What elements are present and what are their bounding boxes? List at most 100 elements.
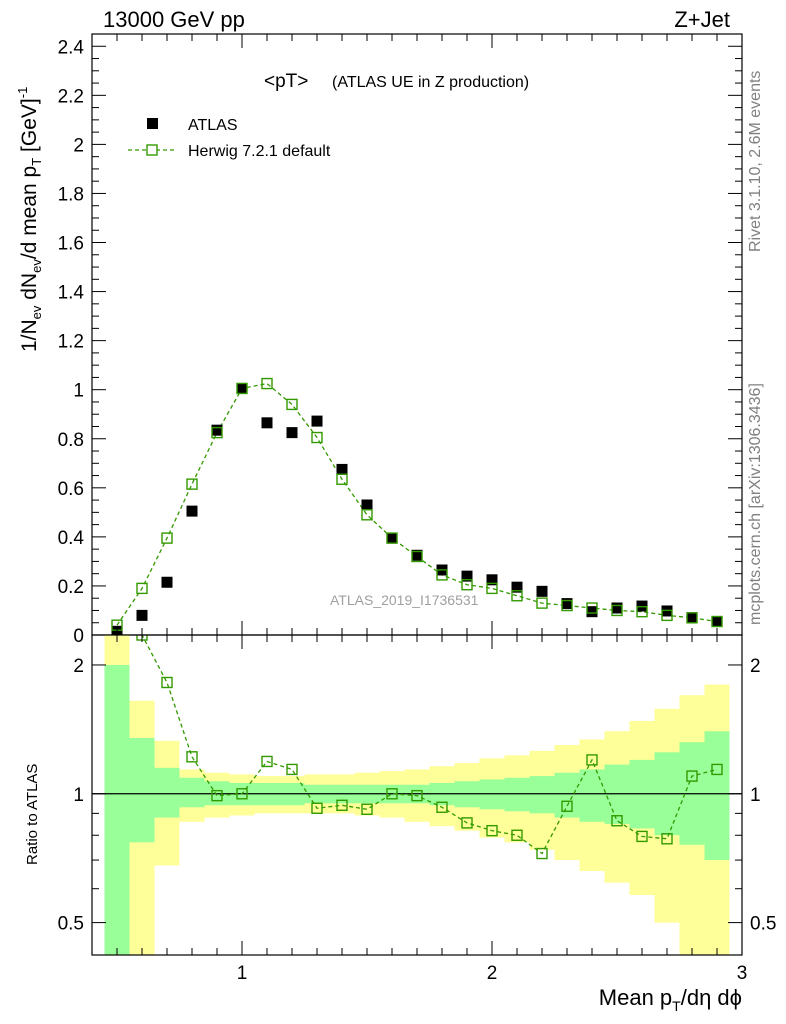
herwig-ratio-point xyxy=(436,801,448,813)
herwig-ratio-point xyxy=(686,770,698,782)
x-tick-label: 2 xyxy=(487,963,498,984)
main-y-tick-label: 1.6 xyxy=(58,234,84,255)
main-y-tick-label: 0.6 xyxy=(58,479,84,500)
ratio-y-tick-label-right: 0.5 xyxy=(750,914,776,935)
legend-atlas-marker xyxy=(147,118,158,129)
main-plot-area xyxy=(111,377,723,637)
herwig-point xyxy=(436,569,448,581)
main-y-tick-label: 1.2 xyxy=(58,332,84,353)
atlas-point xyxy=(611,602,623,614)
atlas-point xyxy=(136,609,148,621)
stat-band-bin xyxy=(704,731,730,861)
rivet-label: Rivet 3.1.10, 2.6M events xyxy=(747,71,764,252)
herwig-point xyxy=(461,579,473,591)
herwig-point xyxy=(486,582,498,595)
main-panel: 0 0.2 0.4 0.6 0.8 1 1.2 1.4 1.6 1.8 2 2.2 2.4 <pT> (… xyxy=(15,33,743,647)
herwig-ratio-point xyxy=(486,824,498,837)
stat-band-bin xyxy=(579,769,605,822)
main-subtitle: (ATLAS UE in Z production) xyxy=(332,74,529,91)
atlas-point xyxy=(686,612,698,624)
ratio-y-tick-label: 1 xyxy=(73,785,84,806)
ratio-y-tick-label-right: 2 xyxy=(750,656,761,677)
herwig-point xyxy=(711,615,723,628)
herwig-ratio-point xyxy=(311,802,323,814)
header-right: Z+Jet xyxy=(674,7,730,32)
ratio-y-tick-label: 2 xyxy=(73,656,84,677)
herwig-ratio-point xyxy=(661,833,673,845)
ratio-panel: 0.5 0.5 1 1 2 2 1 2 3 Ratio to ATLAS xyxy=(24,604,776,984)
herwig-ratio-point xyxy=(386,788,398,800)
stat-band-bin xyxy=(554,772,580,818)
herwig-point xyxy=(161,532,173,544)
main-y-tick-label: 0 xyxy=(73,626,84,647)
herwig-point xyxy=(136,582,148,595)
herwig-ratio-point xyxy=(261,755,273,768)
legend-atlas-label: ATLAS xyxy=(188,117,238,134)
x-tick-label: 3 xyxy=(737,963,748,984)
atlas-point xyxy=(261,417,273,429)
legend-herwig-label: Herwig 7.2.1 default xyxy=(188,143,331,160)
herwig-ratio-point xyxy=(112,604,122,614)
atlas-point xyxy=(311,415,323,427)
atlas-point xyxy=(186,505,198,517)
atlas-point xyxy=(511,581,523,593)
main-x-ticks xyxy=(116,34,718,635)
herwig-ratio-point xyxy=(411,789,423,802)
herwig-point xyxy=(261,377,273,390)
herwig-point xyxy=(336,473,348,485)
herwig-ratio-point xyxy=(511,829,523,841)
atlas-point xyxy=(411,549,423,561)
ratio-y-tick-label: 0.5 xyxy=(58,914,84,935)
header-left: 13000 GeV pp xyxy=(103,7,245,32)
herwig-point xyxy=(411,550,423,563)
herwig-point xyxy=(611,604,623,617)
herwig-ratio-point xyxy=(586,754,598,766)
herwig-ratio-point xyxy=(611,815,623,827)
stat-band-bin xyxy=(179,777,205,808)
herwig-ratio-point xyxy=(536,847,548,860)
herwig-point xyxy=(361,509,373,521)
herwig-point xyxy=(211,426,223,439)
main-y-tick-label: 1 xyxy=(73,381,84,402)
herwig-series-line xyxy=(116,382,718,626)
herwig-point xyxy=(536,597,548,609)
x-axis-label: Mean pT/dη dϕ xyxy=(599,985,742,1014)
stat-band-bin xyxy=(154,767,180,818)
herwig-point xyxy=(286,398,298,411)
herwig-point xyxy=(561,599,573,612)
atlas-point xyxy=(236,382,248,394)
atlas-point xyxy=(286,427,298,439)
atlas-point xyxy=(711,616,723,628)
stat-band-bin xyxy=(129,738,155,843)
main-y-axis: 0 0.2 0.4 0.6 0.8 1 1.2 1.4 1.6 1.8 2 2.2 2.4 xyxy=(58,33,742,647)
atlas-point xyxy=(386,532,398,544)
herwig-point xyxy=(386,532,398,544)
herwig-point xyxy=(636,605,648,618)
herwig-ratio-line xyxy=(141,635,718,855)
main-y-tick-label: 2.4 xyxy=(58,37,85,58)
herwig-point xyxy=(311,431,323,444)
ratio-x-axis: 1 2 3 xyxy=(116,635,748,984)
atlas-point xyxy=(211,424,223,436)
main-y-tick-label: 0.2 xyxy=(58,577,84,598)
stat-band-bin xyxy=(104,664,130,955)
main-y-tick-label: 2 xyxy=(73,135,84,156)
herwig-point xyxy=(236,382,248,395)
herwig-ratio-point xyxy=(236,788,248,800)
ratio-bands xyxy=(92,604,742,955)
herwig-point xyxy=(586,602,598,614)
main-y-tick-label: 1.4 xyxy=(58,283,85,304)
main-y-tick-label: 2.2 xyxy=(58,86,84,107)
herwig-ratio-point xyxy=(711,763,723,776)
mcplots-label: mcplots.cern.ch [arXiv:1306.3436] xyxy=(747,383,764,625)
atlas-point xyxy=(461,570,473,582)
atlas-point xyxy=(336,463,348,475)
main-y-label: 1/Nev dNev/d mean pT [GeV]-1 xyxy=(15,87,44,352)
herwig-point xyxy=(186,478,198,490)
stat-band-bin xyxy=(529,776,555,814)
herwig-point xyxy=(511,590,523,602)
herwig-ratio-point xyxy=(361,803,373,815)
stat-band-bin xyxy=(504,777,530,812)
main-y-tick-label: 0.4 xyxy=(58,528,85,549)
